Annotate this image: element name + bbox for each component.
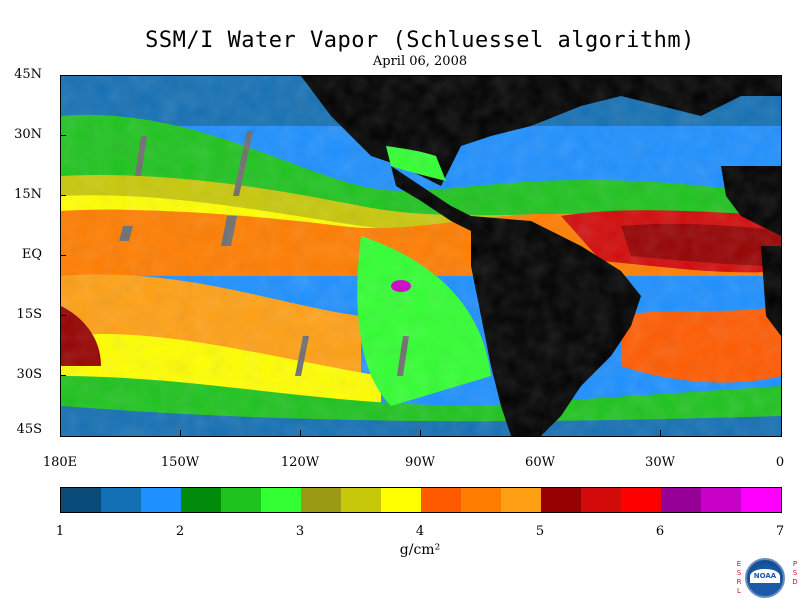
lat-label-15s: 15S: [16, 307, 42, 322]
colorbar-swatch: [421, 488, 461, 512]
lon-label-0: 0: [775, 455, 785, 470]
lat-label-30n: 30N: [14, 127, 42, 142]
noaa-emblem: NOAA: [745, 558, 785, 598]
colorbar-unit: g/cm²: [399, 542, 441, 558]
logo-letter: E: [736, 560, 742, 568]
lon-tick: [660, 430, 661, 436]
colorbar-swatch: [661, 488, 701, 512]
lon-label-60w: 60W: [525, 455, 555, 470]
colorbar-swatch: [301, 488, 341, 512]
colorbar-swatch: [741, 488, 781, 512]
map-date: April 06, 2008: [372, 54, 468, 69]
colorbar-swatch: [541, 488, 581, 512]
logo-letter: D: [792, 578, 798, 586]
noaa-bird-icon: [750, 569, 780, 583]
lat-label-eq: EQ: [21, 247, 42, 262]
colorbar-label-2: 2: [175, 524, 185, 539]
lon-tick: [540, 430, 541, 436]
logo-letter: S: [792, 569, 798, 577]
lon-tick: [300, 430, 301, 436]
colorbar-swatch: [61, 488, 101, 512]
colorbar-swatch: [261, 488, 301, 512]
lat-label-45n: 45N: [14, 67, 42, 82]
lat-label-45s: 45S: [16, 422, 42, 437]
lat-tick: [60, 375, 66, 376]
colorbar-swatch: [381, 488, 421, 512]
logo-letter: L: [737, 587, 741, 595]
colorbar-swatch: [181, 488, 221, 512]
colorbar-swatch: [341, 488, 381, 512]
colorbar-label-4: 4: [415, 524, 425, 539]
colorbar-swatch: [141, 488, 181, 512]
lat-label-30s: 30S: [16, 367, 42, 382]
colorbar-label-7: 7: [775, 524, 785, 539]
logo-letter: S: [736, 569, 742, 577]
lon-label-150w: 150W: [160, 455, 200, 470]
colorbar-swatch: [701, 488, 741, 512]
texture: [61, 76, 781, 436]
lon-tick: [420, 430, 421, 436]
lat-label-15n: 15N: [14, 187, 42, 202]
colorbar-swatch: [581, 488, 621, 512]
map-svg: [61, 76, 781, 436]
lat-tick: [60, 75, 66, 76]
colorbar-swatch: [461, 488, 501, 512]
colorbar: [60, 487, 782, 513]
lat-tick: [60, 135, 66, 136]
map-title: SSM/I Water Vapor (Schluessel algorithm): [145, 28, 695, 53]
lat-tick: [60, 255, 66, 256]
noaa-text: NOAA: [753, 572, 777, 580]
colorbar-swatch: [621, 488, 661, 512]
lat-tick: [60, 195, 66, 196]
colorbar-label-5: 5: [535, 524, 545, 539]
lat-tick: [60, 315, 66, 316]
colorbar-swatch: [221, 488, 261, 512]
colorbar-label-3: 3: [295, 524, 305, 539]
lon-label-180e: 180E: [42, 455, 78, 470]
colorbar-swatch: [501, 488, 541, 512]
colorbar-label-6: 6: [655, 524, 665, 539]
colorbar-swatch: [101, 488, 141, 512]
lon-label-120w: 120W: [280, 455, 320, 470]
lon-tick: [180, 430, 181, 436]
logo-letter: P: [792, 560, 798, 568]
colorbar-label-1: 1: [55, 524, 65, 539]
lon-label-90w: 90W: [405, 455, 435, 470]
water-vapor-map: [60, 75, 782, 437]
lon-label-30w: 30W: [645, 455, 675, 470]
logo-letter: R: [736, 578, 742, 586]
